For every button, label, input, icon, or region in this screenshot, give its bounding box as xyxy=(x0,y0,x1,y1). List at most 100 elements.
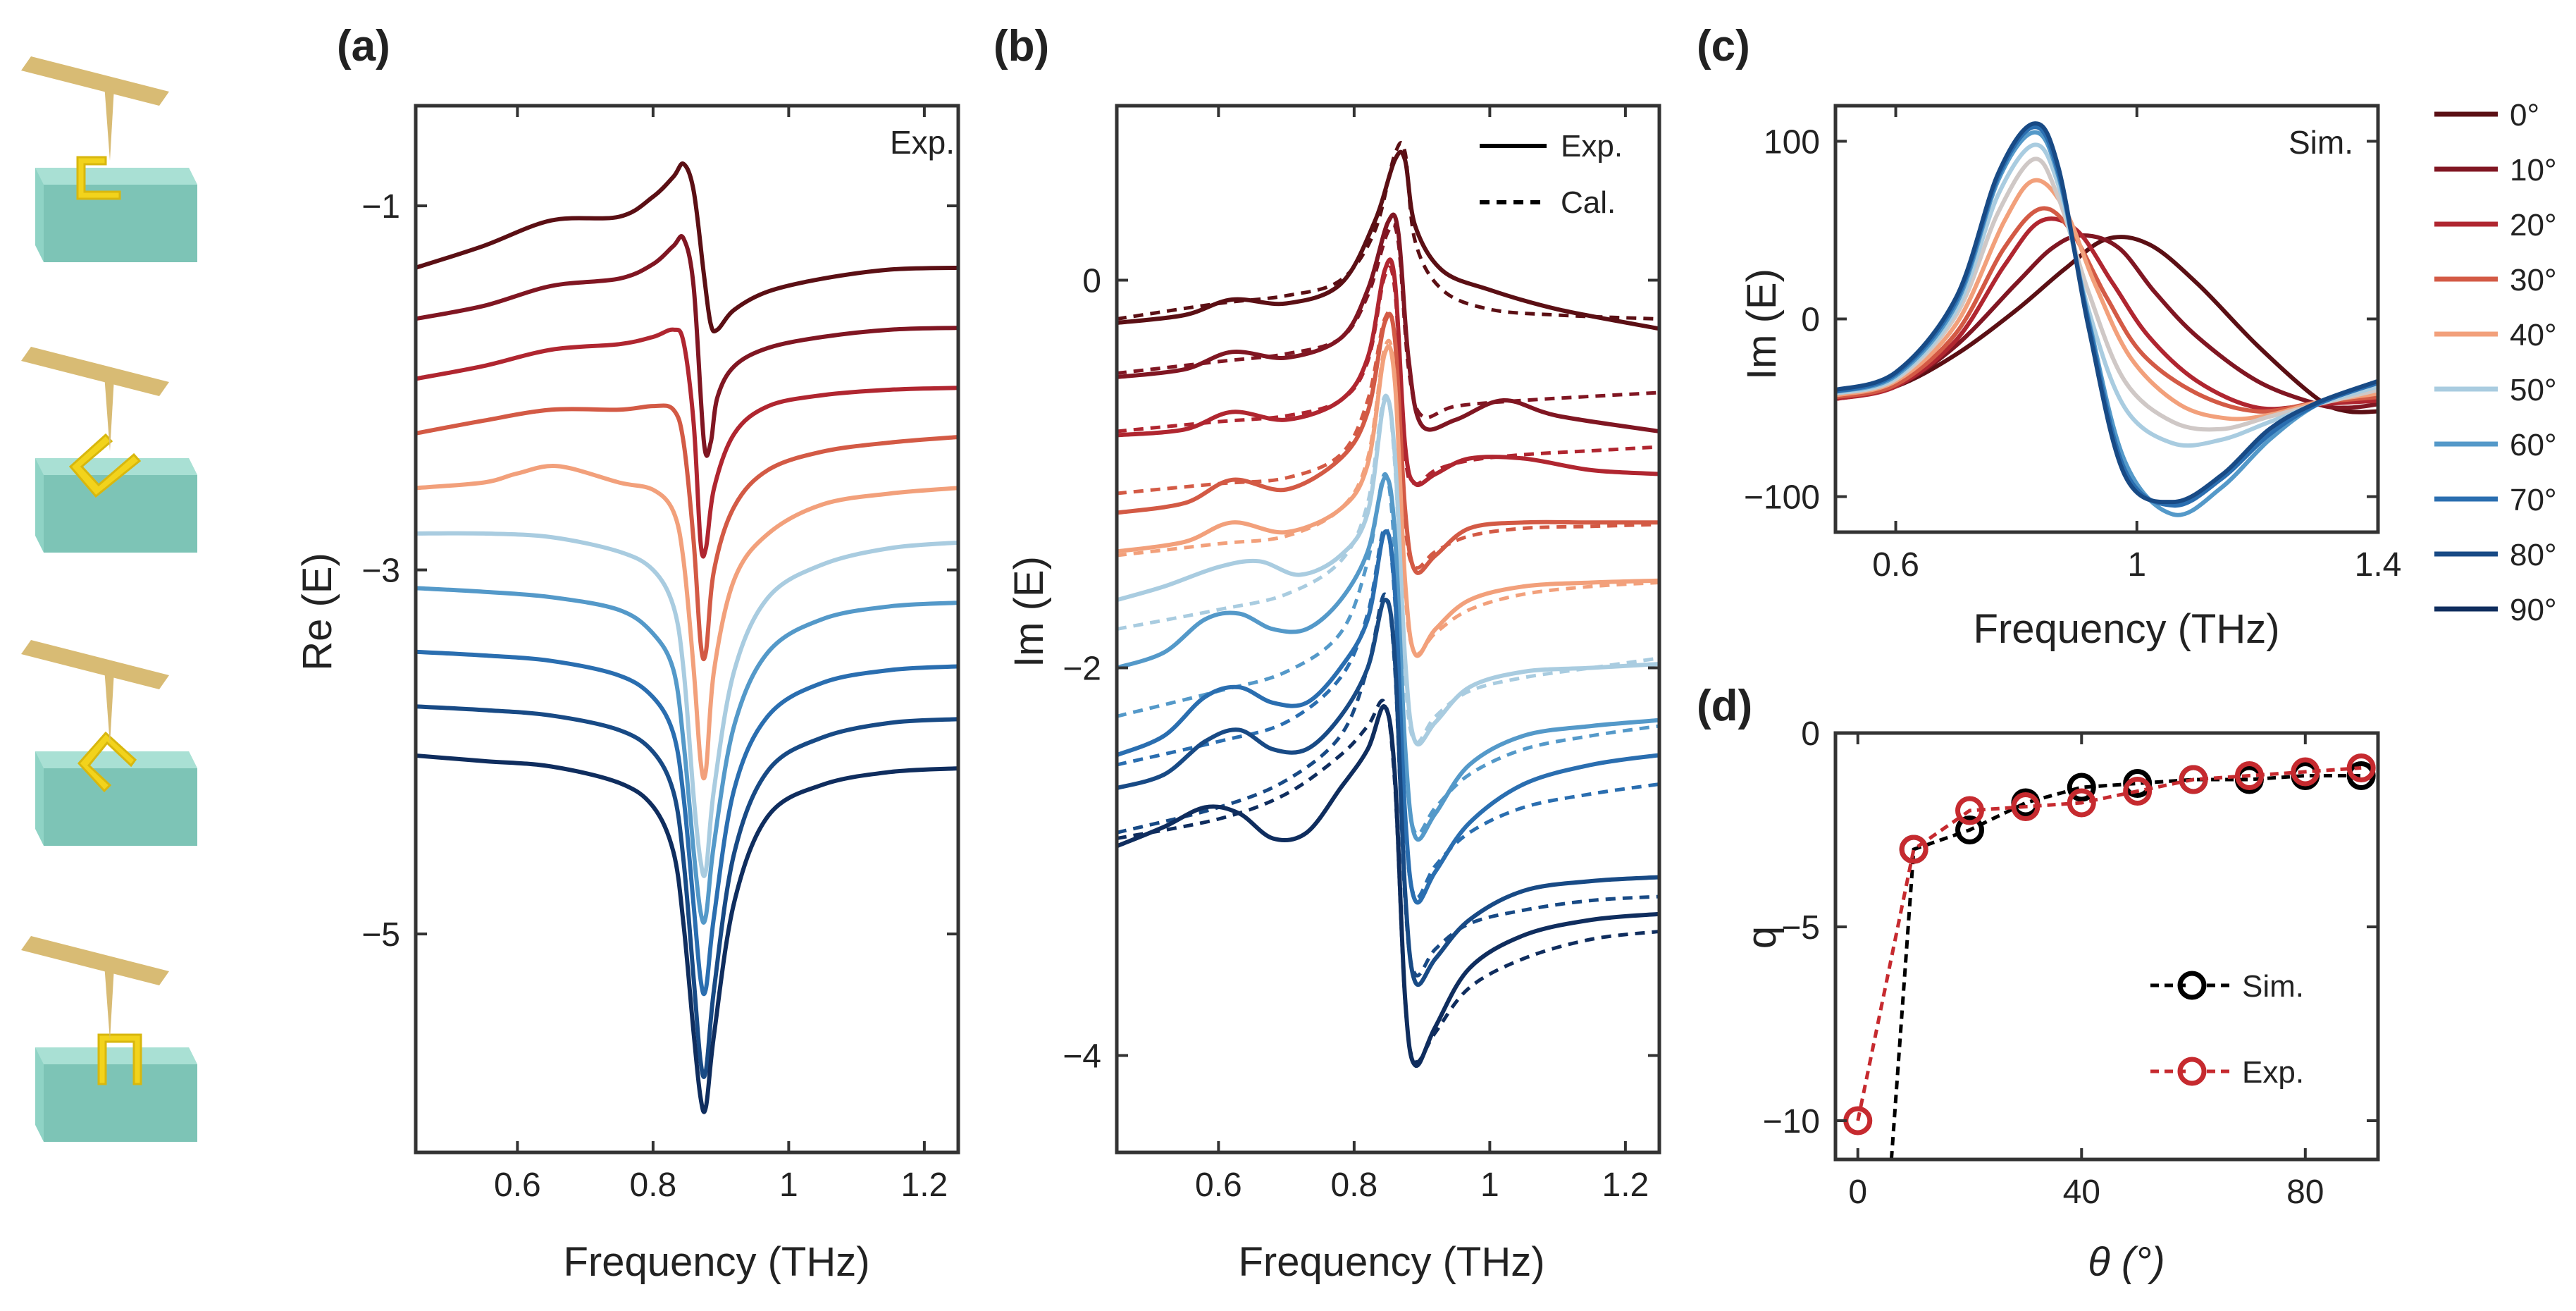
panel-b-cal-curve-0 xyxy=(1117,141,1659,321)
angle-legend-label: 10° xyxy=(2510,153,2557,187)
panel-a-curve-6 xyxy=(416,586,958,925)
panel-b-y-tick-label: −2 xyxy=(1063,651,1101,688)
panel-b-exp-curve-8 xyxy=(1117,598,1659,987)
panel-b-x-tick-label: 0.6 xyxy=(1195,1167,1242,1204)
panel-c-curve-7 xyxy=(1835,130,2378,517)
panel-a-curve-5 xyxy=(416,531,958,878)
panel-b-exp-curve-5 xyxy=(1117,395,1659,747)
panel-c-curve-2 xyxy=(1835,216,2378,412)
panel-b-cal-curve-9 xyxy=(1117,698,1659,1064)
panel-a-y-tick-label: −3 xyxy=(361,553,400,590)
panel-d-x-tick-label: 40 xyxy=(2063,1174,2100,1211)
panel-a-y-tick-label: −1 xyxy=(361,188,400,226)
panel-a-curve-7 xyxy=(416,649,958,997)
panel-d-point-exp xyxy=(2179,765,2208,794)
panel-b-y-tick-label: −4 xyxy=(1063,1038,1101,1076)
panel-a-curve-9 xyxy=(416,753,958,1114)
angle-legend-label: 70° xyxy=(2510,483,2557,517)
panel-c-series xyxy=(1835,121,2378,517)
panel-a-curve-1 xyxy=(416,234,958,458)
panel-c-curve-5 xyxy=(1835,156,2378,432)
panel-c-curve-9 xyxy=(1835,121,2378,505)
panel-d-y-tick-label: 0 xyxy=(1801,715,1820,753)
panel-c-y-tick-label: 100 xyxy=(1764,123,1820,161)
angle-legend-label: 90° xyxy=(2510,593,2557,627)
panel-b-exp-curve-1 xyxy=(1117,212,1659,433)
panel-d-point-exp xyxy=(2011,792,2041,821)
panel-a-x-axis-label: Frequency (THz) xyxy=(563,1239,869,1285)
panel-d-point-exp xyxy=(2234,761,2264,790)
panel-c-x-tick-label: 1 xyxy=(2127,546,2146,584)
legend-exp-label: Exp. xyxy=(1561,129,1623,164)
panel-a-label: (a) xyxy=(337,22,390,70)
panel-a-curve-3 xyxy=(416,403,958,662)
angle-legend-label: 80° xyxy=(2510,538,2557,572)
panel-b-exp-curve-3 xyxy=(1117,312,1659,575)
panel-b-exp-curve-9 xyxy=(1117,704,1659,1068)
panel-c-x-axis-label: Frequency (THz) xyxy=(1973,606,2279,652)
panel-d-x-tick-label: 0 xyxy=(1848,1174,1867,1211)
panel-b-legend: Exp. Cal. xyxy=(1480,129,1623,220)
panel-b-x-axis-label: Frequency (THz) xyxy=(1238,1239,1544,1285)
panel-d-point-exp xyxy=(2346,753,2376,782)
panel-d-line-sim xyxy=(1889,774,2362,1159)
afm-probe-on-resonator-0deg-icon xyxy=(21,56,197,262)
panel-d-point-exp xyxy=(2291,757,2320,787)
panel-b-exp-curve-0 xyxy=(1117,149,1659,331)
panel-c-label: (c) xyxy=(1697,22,1750,70)
panel-a-corner-label: Exp. xyxy=(890,124,955,161)
panel-a-x-tick-label: 1.2 xyxy=(901,1167,948,1204)
panel-a-x-tick-label: 1 xyxy=(779,1167,798,1204)
panel-b-cal-curve-2 xyxy=(1117,265,1659,486)
angle-legend-label: 0° xyxy=(2510,98,2539,133)
panel-c-curve-1 xyxy=(1835,233,2378,410)
panel-c-curve-0 xyxy=(1835,235,2378,414)
panel-d-point-exp xyxy=(1955,796,1985,825)
panel-d-y-tick-label: −5 xyxy=(1781,909,1820,947)
panel-c-x-tick-label: 0.6 xyxy=(1872,546,1919,584)
angle-legend-label: 50° xyxy=(2510,373,2557,407)
panel-c-y-tick-label: −100 xyxy=(1744,479,1820,517)
panel-a-curve-8 xyxy=(416,704,958,1079)
panel-c-angle-legend: 0° 10° 20° 30° 40° 50° 60° 70° 80° 90° xyxy=(2434,98,2557,627)
legend-cal-label: Cal. xyxy=(1561,185,1616,220)
panel-a-curve-4 xyxy=(416,464,958,781)
legend-exp-marker xyxy=(2177,1057,2207,1086)
panel-d-plot-frame xyxy=(1833,731,2380,1162)
panel-a: (a) Exp. Frequency (THz) Re (E) 0.6 0.8 1 1… xyxy=(295,22,960,1285)
panel-d-point-exp xyxy=(2123,777,2153,806)
panel-b-cal-curve-5 xyxy=(1117,393,1659,745)
panel-c-y-axis-label: Im (E) xyxy=(1739,269,1785,380)
panel-a-x-tick-label: 0.8 xyxy=(630,1167,677,1204)
panel-d-line-exp xyxy=(1856,766,2362,1121)
angle-legend-label: 60° xyxy=(2510,428,2557,462)
panel-d-point-exp xyxy=(1899,835,1928,864)
panel-a-series xyxy=(416,161,958,1114)
panel-c-curve-3 xyxy=(1835,206,2378,414)
panel-d-x-tick-label: 80 xyxy=(2286,1174,2324,1211)
afm-probe-on-resonator-60deg-icon xyxy=(21,640,197,846)
afm-probe-on-resonator-90deg-icon xyxy=(21,936,197,1142)
panel-d-series xyxy=(1843,753,2376,1159)
panel-d-label: (d) xyxy=(1697,682,1752,730)
panel-b-exp-curve-4 xyxy=(1117,344,1659,658)
panel-a-x-tick-label: 0.6 xyxy=(494,1167,541,1204)
panel-b-exp-curve-6 xyxy=(1117,475,1659,842)
panel-d-point-exp xyxy=(2067,788,2096,818)
panel-b-label: (b) xyxy=(993,22,1049,70)
panel-d-point-sim xyxy=(1955,815,1985,844)
panel-b-cal-curve-7 xyxy=(1117,526,1659,900)
panel-d-x-axis-label: θ (°) xyxy=(2088,1239,2165,1285)
panel-d-legend: Sim. Exp. xyxy=(2150,969,2304,1090)
panel-b-y-tick-label: 0 xyxy=(1082,263,1101,300)
panel-b-exp-curve-7 xyxy=(1117,529,1659,905)
panel-c: (c) Sim. Frequency (THz) Im (E) 0.6 1 1.4 1… xyxy=(1697,22,2401,652)
panel-c-corner-label: Sim. xyxy=(2289,124,2353,161)
panel-a-plot-frame xyxy=(414,104,960,1155)
angle-legend-label: 30° xyxy=(2510,263,2557,297)
panel-a-curve-0 xyxy=(416,161,958,334)
panel-b-cal-curve-1 xyxy=(1117,223,1659,419)
angle-legend-label: 20° xyxy=(2510,208,2557,242)
legend-sim-marker xyxy=(2177,971,2207,1000)
